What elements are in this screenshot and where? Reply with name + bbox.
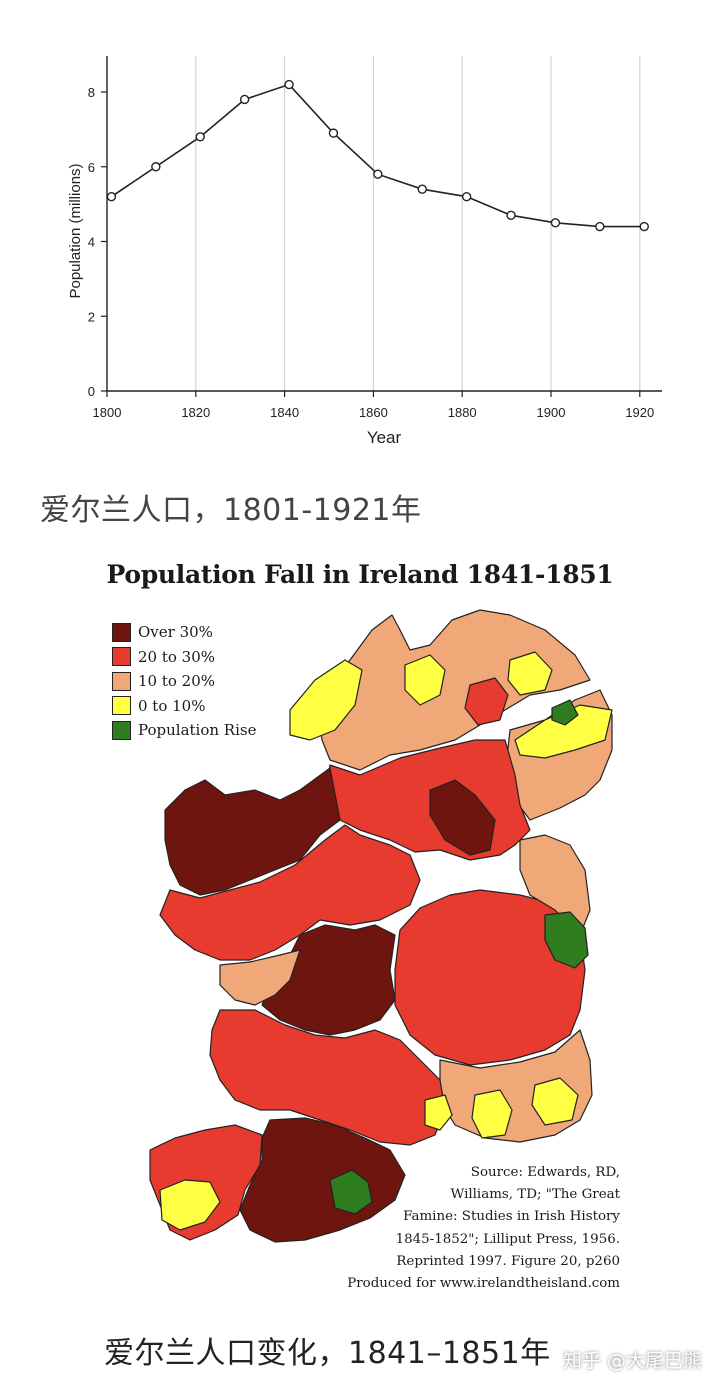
map-regions	[149, 609, 613, 1243]
legend-swatch	[112, 647, 131, 667]
x-tick-label: 1840	[270, 405, 299, 420]
y-tick-label: 6	[88, 160, 95, 175]
x-tick-label: 1800	[93, 405, 122, 420]
data-point	[284, 79, 294, 90]
legend-item-10-20: 10 to 20%	[112, 669, 256, 694]
map-region-clare	[219, 949, 301, 1006]
map-region-cork	[239, 1117, 406, 1243]
map-legend: Over 30% 20 to 30% 10 to 20% 0 to 10% Po…	[112, 620, 256, 743]
source-line: Source: Edwards, RD,	[470, 1165, 620, 1180]
source-line: 1845-1852"; Lilliput Press, 1956.	[395, 1231, 620, 1247]
data-point	[106, 191, 117, 202]
chart-points	[106, 79, 649, 232]
y-tick-label: 4	[88, 235, 95, 250]
data-point	[550, 218, 561, 228]
map-region-southeast-yellow	[531, 1077, 579, 1126]
ireland-population-map	[149, 609, 613, 1243]
source-line: Produced for www.irelandtheisland.com	[347, 1276, 620, 1292]
chart-ticks: 1800 1820 1840 1860 1880 1900 1920 0 2 4 6 8	[88, 85, 654, 420]
map-region-cork-rise	[329, 1169, 373, 1215]
map-region-limerick	[209, 1009, 446, 1146]
map-region-galway	[159, 824, 421, 961]
legend-label: 0 to 10%	[138, 696, 206, 715]
map-region-mayo	[164, 767, 341, 896]
map-region-donegal-yellow	[289, 659, 363, 741]
source-line: Famine: Studies in Irish History	[403, 1209, 620, 1225]
x-tick-label: 1820	[181, 405, 210, 420]
x-tick-label: 1900	[537, 405, 566, 420]
map-region-south-yellow-1	[424, 1094, 453, 1131]
map-region-east-central	[394, 889, 586, 1066]
legend-item-over-30: Over 30%	[112, 620, 256, 645]
legend-swatch	[112, 720, 131, 740]
map-region-tyrone-red	[464, 677, 509, 726]
map-region-northwest	[317, 609, 591, 771]
map-region-derry-yellow	[404, 654, 446, 706]
legend-item-0-10: 0 to 10%	[112, 694, 256, 719]
chart-caption: 爱尔兰人口，1801-1921年	[40, 493, 422, 528]
data-point	[195, 132, 205, 142]
x-tick-label: 1880	[448, 405, 477, 420]
legend-swatch	[112, 671, 131, 691]
map-region-antrim-yellow	[507, 651, 553, 696]
y-tick-label: 8	[88, 85, 95, 100]
x-tick-label: 1920	[625, 405, 654, 420]
legend-swatch	[112, 622, 131, 642]
data-point	[417, 184, 427, 194]
data-point	[239, 94, 250, 105]
map-region-dublin-rise	[544, 911, 589, 969]
map-source-note: Source: Edwards, RD, Williams, TD; "The …	[320, 1162, 620, 1295]
legend-label: 20 to 30%	[138, 647, 216, 666]
x-tick-label: 1860	[359, 405, 388, 420]
map-region-south-yellow-2	[471, 1089, 513, 1139]
legend-label: 10 to 20%	[138, 672, 216, 691]
population-line-chart: 1800 1820 1840 1860 1880 1900 1920 0 2 4 6 8 Year P…	[67, 56, 662, 447]
y-tick-label: 2	[88, 309, 95, 324]
data-point	[151, 162, 161, 172]
map-region-midlands-dark	[429, 779, 496, 856]
legend-label: Over 30%	[138, 623, 213, 642]
chart-gridlines	[195, 56, 641, 391]
map-caption: 爱尔兰人口变化，1841–1851年	[104, 1336, 551, 1371]
population-series-line	[110, 83, 645, 228]
data-point	[639, 221, 649, 232]
map-region-kerry-yellow	[159, 1179, 221, 1231]
legend-item-20-30: 20 to 30%	[112, 645, 256, 670]
map-region-dublin-area	[519, 834, 591, 936]
source-line: Reprinted 1997. Figure 20, p260	[396, 1253, 620, 1269]
data-point	[506, 210, 516, 221]
source-line: Williams, TD; "The Great	[450, 1187, 620, 1203]
x-axis-label: Year	[367, 428, 402, 447]
legend-swatch	[112, 696, 131, 716]
data-point	[595, 221, 605, 232]
legend-label: Population Rise	[138, 721, 257, 740]
map-title: Population Fall in Ireland 1841-1851	[106, 560, 614, 589]
legend-item-rise: Population Rise	[112, 718, 256, 743]
map-region-belfast-rise	[551, 699, 579, 726]
data-point	[373, 169, 383, 179]
data-point	[328, 128, 339, 138]
data-point	[461, 191, 472, 202]
y-axis-label: Population (millions)	[67, 163, 84, 298]
y-tick-label: 0	[88, 384, 95, 399]
watermark: 知乎 @大尾巴熊	[562, 1350, 702, 1372]
